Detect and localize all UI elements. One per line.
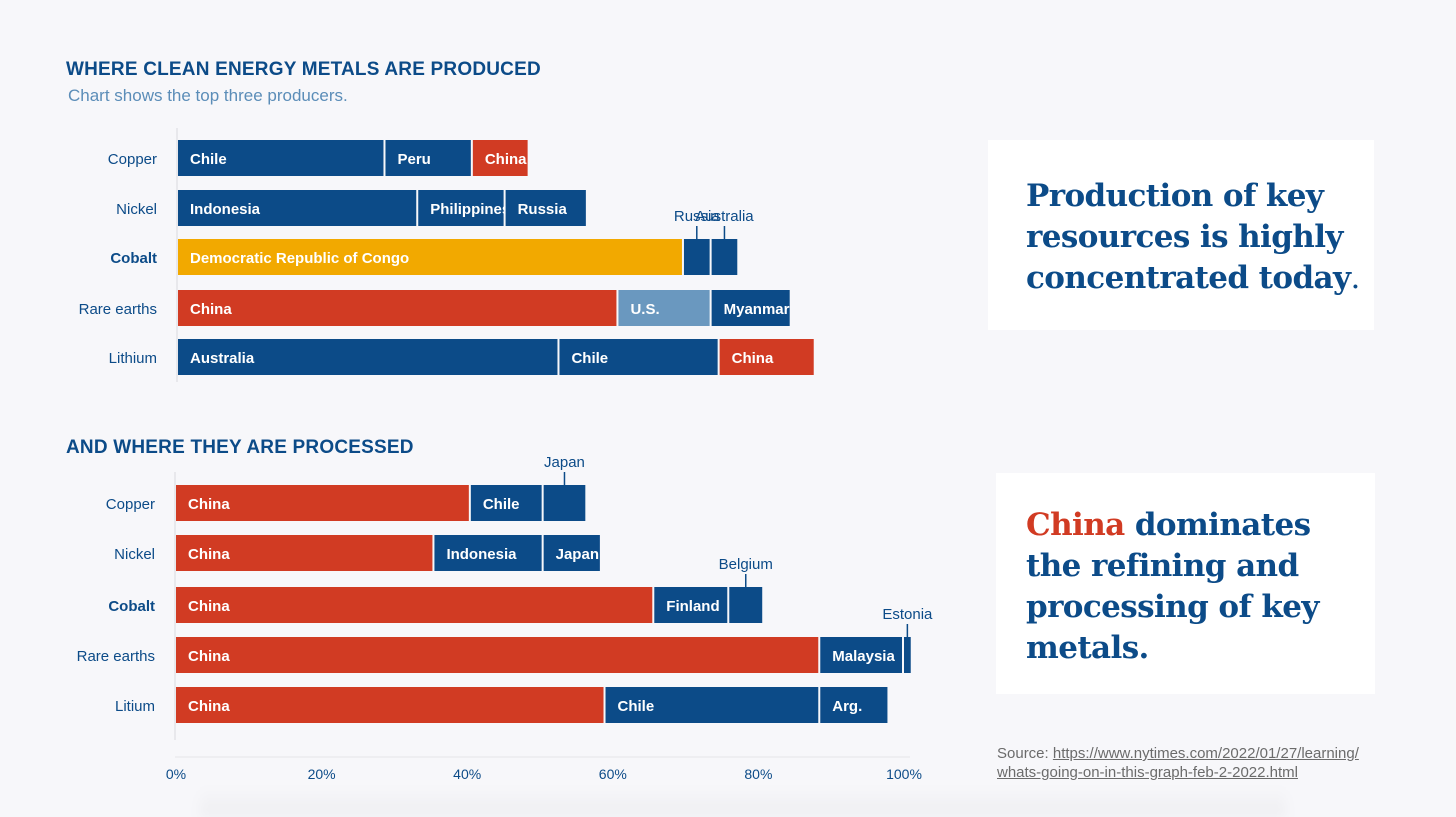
processing-callout-main: dominates the refining and processing of…: [1026, 507, 1319, 666]
bar-segment: [711, 290, 790, 326]
production-callout-main: Production of key resources is highly co…: [1026, 178, 1351, 296]
x-tick-label: 0%: [166, 766, 186, 782]
bar-segment: [543, 485, 586, 521]
segment-label: China: [188, 598, 230, 615]
bottom-shadow: [200, 787, 1286, 817]
segment-label: China: [188, 648, 230, 665]
bar-segment: [605, 687, 819, 723]
x-tick-label: 80%: [744, 766, 772, 782]
bar-segment: [505, 190, 586, 226]
bar-segment: [683, 239, 710, 275]
bar-segment: [434, 535, 542, 571]
bar-segment: [654, 587, 728, 623]
segment-label: Australia: [695, 208, 754, 225]
bar-segment: [618, 290, 710, 326]
bar-segment: [729, 587, 763, 623]
segment-label: Russia: [674, 208, 721, 225]
category-label: Rare earths: [77, 648, 155, 665]
category-label: Lithium: [109, 350, 157, 367]
bar-segment: [385, 140, 471, 176]
source-link-line-1: https://www.nytimes.com/2022/01/27/learn…: [1052, 745, 1359, 762]
segment-label: China: [190, 301, 232, 318]
bar-segment: [176, 687, 604, 723]
category-label: Cobalt: [108, 598, 155, 615]
processing-chart-title: AND WHERE THEY ARE PROCESSED: [66, 437, 414, 458]
segment-label: Japan: [544, 454, 585, 471]
bar-segment: [820, 687, 888, 723]
production-callout-panel: Production of key resources is highly co…: [988, 140, 1374, 330]
production-chart-subtitle: Chart shows the top three producers.: [68, 86, 348, 105]
x-tick-label: 20%: [308, 766, 336, 782]
production-callout-text: Production of key resources is highly co…: [1026, 176, 1366, 299]
bar-segment: [178, 239, 682, 275]
segment-label: Indonesia: [446, 546, 517, 563]
category-label: Copper: [108, 151, 157, 168]
bar-segment: [559, 339, 718, 375]
bar-segment: [543, 535, 600, 571]
segment-label: Democratic Republic of Congo: [190, 250, 409, 267]
segment-label: Indonesia: [190, 201, 261, 218]
bar-segment: [418, 190, 504, 226]
bar-segment: [178, 290, 617, 326]
segment-label: China: [188, 698, 230, 715]
category-label: Nickel: [116, 201, 157, 218]
segment-label: Arg.: [832, 698, 862, 715]
segment-label: Chile: [483, 496, 520, 513]
segment-label: Russia: [518, 201, 568, 218]
segment-label: Peru: [397, 151, 430, 168]
segment-label: U.S.: [630, 301, 659, 318]
bar-segment: [711, 239, 738, 275]
segment-label: Finland: [666, 598, 719, 615]
segment-label: Chile: [618, 698, 655, 715]
bar-segment: [904, 637, 911, 673]
segment-label: Malaysia: [832, 648, 895, 665]
processing-callout-panel: China dominates the refining and process…: [996, 473, 1375, 694]
segment-label: Chile: [190, 151, 227, 168]
category-label: Copper: [106, 496, 155, 513]
segment-label: Estonia: [882, 606, 933, 623]
segment-label: China: [188, 496, 230, 513]
x-tick-label: 100%: [886, 766, 922, 782]
segment-label: Chile: [571, 350, 608, 367]
segment-label: Australia: [190, 350, 255, 367]
bar-segment: [820, 637, 902, 673]
bar-segment: [178, 190, 417, 226]
bar-segment: [176, 535, 433, 571]
x-tick-label: 60%: [599, 766, 627, 782]
source-link[interactable]: https://www.nytimes.com/2022/01/27/learn…: [997, 745, 1359, 781]
segment-label: Belgium: [719, 556, 773, 573]
x-tick-label: 40%: [453, 766, 481, 782]
bar-segment: [176, 485, 469, 521]
category-label: Cobalt: [110, 250, 157, 267]
bar-segment: [178, 339, 558, 375]
bar-segment: [178, 140, 384, 176]
source-link-line-2: whats-going-on-in-this-graph-feb-2-2022.…: [997, 764, 1298, 781]
processing-callout-text: China dominates the refining and process…: [1026, 505, 1356, 669]
bar-segment: [470, 485, 542, 521]
category-label: Litium: [115, 698, 155, 715]
bar-segment: [472, 140, 528, 176]
processing-callout-highlight: China: [1026, 507, 1125, 543]
category-label: Rare earths: [79, 301, 157, 318]
bar-segment: [176, 637, 819, 673]
source-note: Source: https://www.nytimes.com/2022/01/…: [997, 744, 1397, 782]
segment-label: Myanmar: [724, 301, 790, 318]
segment-label: China: [188, 546, 230, 563]
production-chart-title: WHERE CLEAN ENERGY METALS ARE PRODUCED: [66, 59, 541, 80]
segment-label: Philippines: [430, 201, 510, 218]
bar-segment: [176, 587, 653, 623]
bar-segment: [719, 339, 814, 375]
segment-label: China: [732, 350, 774, 367]
production-callout-period: .: [1350, 260, 1360, 296]
segment-label: China: [485, 151, 527, 168]
segment-label: Japan: [556, 546, 599, 563]
source-label: Source:: [997, 745, 1049, 762]
category-label: Nickel: [114, 546, 155, 563]
